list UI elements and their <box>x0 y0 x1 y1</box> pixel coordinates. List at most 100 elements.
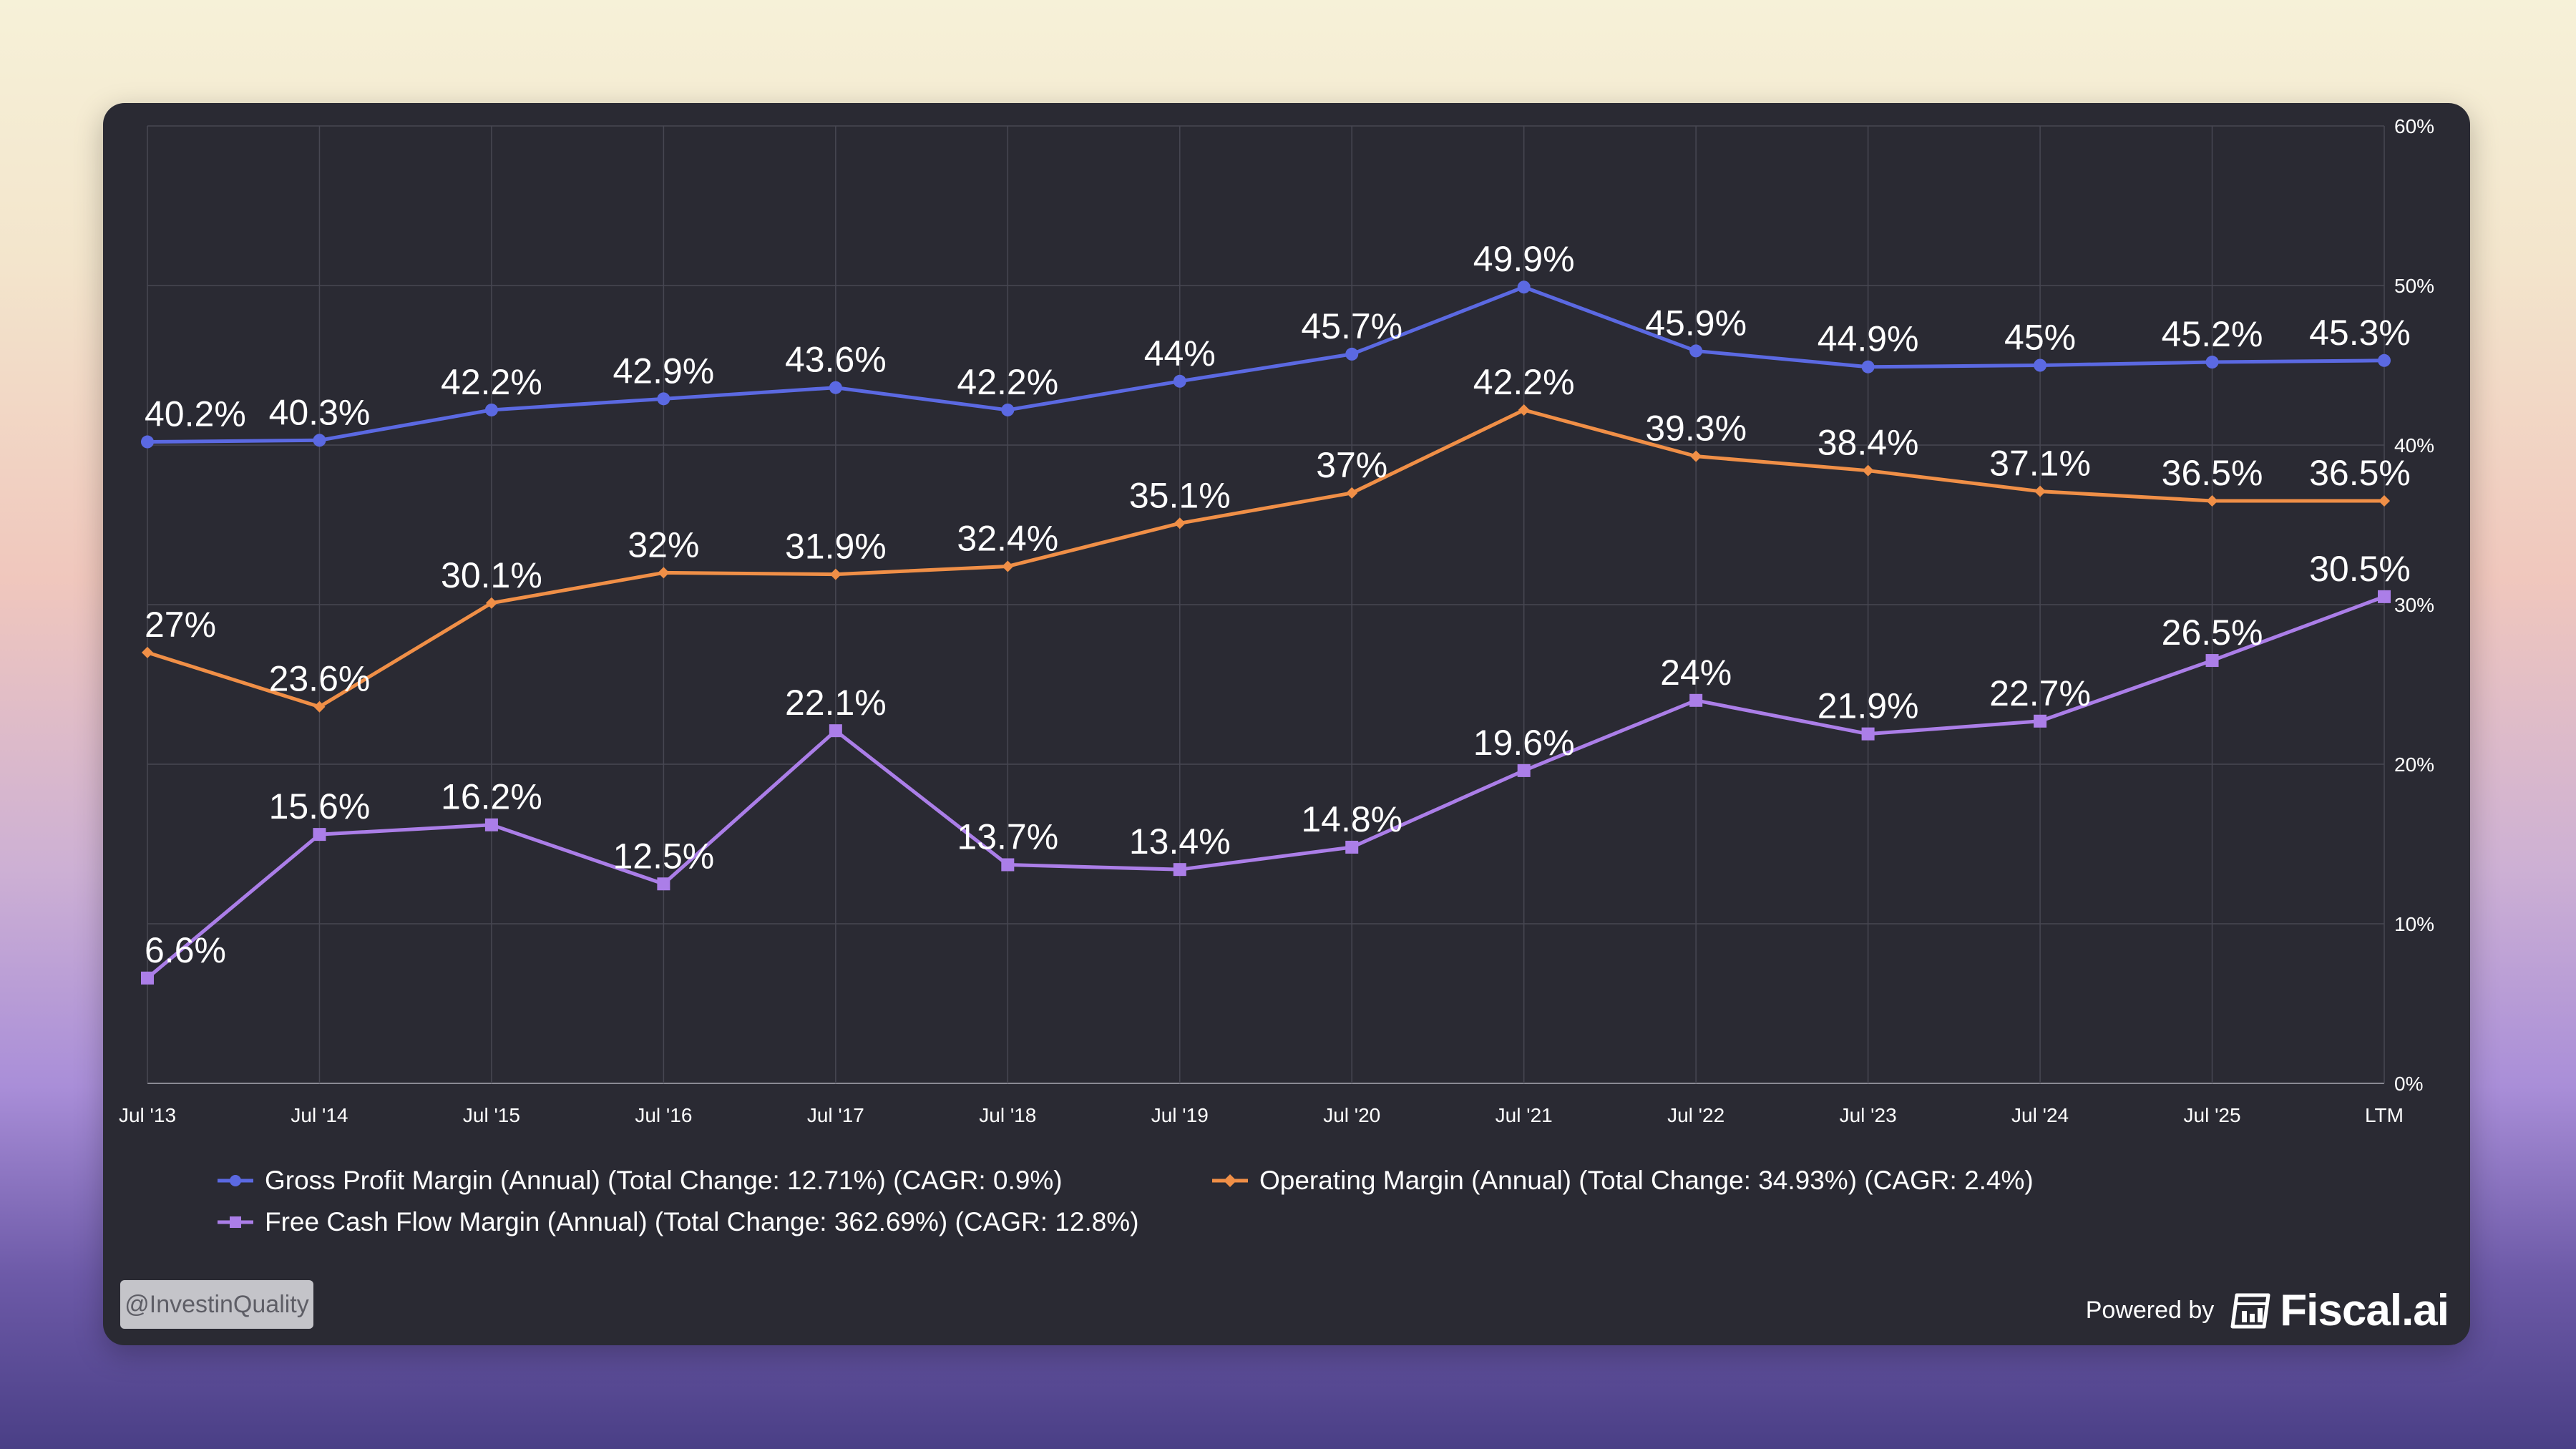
data-label-free-cash-flow-margin: 14.8% <box>1301 799 1402 839</box>
data-point-free-cash-flow-margin <box>1861 727 1875 741</box>
y-tick-label: 30% <box>2394 594 2434 616</box>
data-label-operating-margin: 37.1% <box>1989 444 2091 484</box>
data-point-operating-margin <box>1518 404 1530 416</box>
data-point-operating-margin <box>1174 517 1186 530</box>
data-point-free-cash-flow-margin <box>1689 693 1703 707</box>
data-point-operating-margin <box>829 568 841 580</box>
data-point-gross-profit-margin <box>1345 347 1359 361</box>
data-label-operating-margin: 32% <box>628 525 699 565</box>
data-point-gross-profit-margin <box>1861 360 1875 374</box>
y-tick-label: 60% <box>2394 115 2434 137</box>
series-line-gross-profit-margin <box>147 285 2385 444</box>
data-point-free-cash-flow-margin <box>1001 858 1015 872</box>
data-point-free-cash-flow-margin <box>484 818 498 831</box>
x-tick-label: Jul '18 <box>979 1104 1036 1126</box>
brand-name: Fiscal.ai <box>2280 1286 2449 1335</box>
legend-item-free-cash-flow-margin[interactable]: Free Cash Flow Margin (Annual) (Total Ch… <box>218 1207 1139 1237</box>
data-point-gross-profit-margin <box>1173 374 1186 388</box>
data-label-gross-profit-margin: 40.3% <box>269 392 371 432</box>
powered-by-branding[interactable]: Powered by Fiscal.ai <box>2086 1285 2449 1336</box>
data-label-gross-profit-margin: 44.9% <box>1818 319 1919 359</box>
series-line-free-cash-flow-margin <box>146 595 2385 980</box>
x-tick-label: Jul '16 <box>635 1104 692 1126</box>
data-label-operating-margin: 35.1% <box>1129 475 1231 515</box>
x-tick-label: Jul '20 <box>1323 1104 1380 1126</box>
data-label-free-cash-flow-margin: 24% <box>1660 653 1732 693</box>
y-tick-label: 50% <box>2394 275 2434 297</box>
data-label-free-cash-flow-margin: 13.7% <box>957 816 1058 857</box>
legend-label-fcf: Free Cash Flow Margin (Annual) (Total Ch… <box>265 1207 1139 1236</box>
data-label-free-cash-flow-margin: 16.2% <box>441 777 542 817</box>
data-label-gross-profit-margin: 45.9% <box>1645 303 1747 343</box>
data-label-operating-margin: 37% <box>1316 445 1387 485</box>
x-tick-label: Jul '13 <box>119 1104 176 1126</box>
data-label-free-cash-flow-margin: 15.6% <box>269 786 371 826</box>
data-point-free-cash-flow-margin <box>1517 763 1531 777</box>
legend-item-operating-margin[interactable]: Operating Margin (Annual) (Total Change:… <box>1212 1166 2034 1196</box>
x-tick-label: Jul '21 <box>1496 1104 1553 1126</box>
data-point-operating-margin <box>1002 560 1014 572</box>
data-point-operating-margin <box>2379 495 2390 507</box>
legend-item-gross-profit-margin[interactable]: Gross Profit Margin (Annual) (Total Chan… <box>218 1166 1063 1196</box>
x-tick-label: Jul '15 <box>463 1104 520 1126</box>
data-point-free-cash-flow-margin <box>1173 863 1186 877</box>
x-tick-label: LTM <box>2365 1104 2404 1126</box>
data-label-gross-profit-margin: 42.2% <box>957 362 1058 402</box>
data-point-gross-profit-margin <box>2205 356 2219 369</box>
y-tick-label: 10% <box>2394 913 2434 935</box>
data-label-free-cash-flow-margin: 13.4% <box>1129 821 1231 862</box>
diamond-marker-icon <box>1212 1174 1248 1187</box>
data-label-operating-margin: 27% <box>145 605 216 645</box>
x-tick-label: Jul '23 <box>1840 1104 1897 1126</box>
data-label-gross-profit-margin: 45.3% <box>2309 313 2411 353</box>
x-tick-label: Jul '22 <box>1667 1104 1724 1126</box>
data-label-gross-profit-margin: 45.7% <box>1301 306 1402 346</box>
data-point-operating-margin <box>485 597 497 609</box>
x-tick-label: Jul '14 <box>291 1104 348 1126</box>
data-point-free-cash-flow-margin <box>657 877 670 891</box>
data-label-gross-profit-margin: 45.2% <box>2162 314 2263 354</box>
data-label-operating-margin: 36.5% <box>2162 453 2263 493</box>
data-label-free-cash-flow-margin: 26.5% <box>2162 613 2263 653</box>
y-tick-label: 0% <box>2394 1073 2423 1095</box>
data-point-operating-margin <box>1690 450 1702 462</box>
data-point-operating-margin <box>142 646 153 658</box>
x-tick-label: Jul '24 <box>2011 1104 2069 1126</box>
chart-card: 0% 10% 20% 30% 40% 50% 60% Jul '13 Jul '14 Jul '1… <box>103 103 2470 1345</box>
y-tick-label: 20% <box>2394 753 2434 776</box>
data-label-gross-profit-margin: 44% <box>1144 333 1216 374</box>
data-label-gross-profit-margin: 42.9% <box>613 351 714 391</box>
data-label-operating-margin: 36.5% <box>2309 453 2411 493</box>
x-tick-label: Jul '19 <box>1151 1104 1209 1126</box>
powered-by-label: Powered by <box>2085 1297 2215 1324</box>
fiscal-logo-icon <box>2230 1293 2270 1328</box>
data-label-operating-margin: 38.4% <box>1818 423 1919 463</box>
x-tick-label: Jul '25 <box>2184 1104 2241 1126</box>
data-point-gross-profit-margin <box>1517 280 1531 294</box>
data-label-gross-profit-margin: 40.2% <box>145 394 246 434</box>
legend-label-operating: Operating Margin (Annual) (Total Change:… <box>1259 1166 2034 1195</box>
data-point-gross-profit-margin <box>1001 403 1015 416</box>
data-point-free-cash-flow-margin <box>313 828 326 841</box>
watermark-handle: @InvestinQuality <box>120 1280 313 1329</box>
data-point-operating-margin <box>1862 464 1874 477</box>
data-label-operating-margin: 39.3% <box>1645 409 1747 449</box>
data-point-gross-profit-margin <box>829 381 842 394</box>
data-point-free-cash-flow-margin <box>1345 840 1359 854</box>
data-point-free-cash-flow-margin <box>2378 590 2391 603</box>
data-label-free-cash-flow-margin: 22.7% <box>1989 673 2091 713</box>
data-point-gross-profit-margin <box>657 392 670 406</box>
data-point-operating-margin <box>313 701 326 713</box>
data-label-gross-profit-margin: 43.6% <box>785 340 887 380</box>
chart-canvas: 0% 10% 20% 30% 40% 50% 60% Jul '13 Jul '14 Jul '1… <box>119 115 2434 1126</box>
legend-label-gross: Gross Profit Margin (Annual) (Total Chan… <box>265 1166 1063 1195</box>
data-label-gross-profit-margin: 49.9% <box>1473 239 1575 279</box>
data-label-gross-profit-margin: 42.2% <box>441 362 542 402</box>
data-label-gross-profit-margin: 45% <box>2004 318 2076 358</box>
data-point-gross-profit-margin <box>141 435 154 449</box>
square-marker-icon <box>218 1216 253 1228</box>
data-point-gross-profit-margin <box>1689 344 1703 358</box>
y-tick-label: 40% <box>2394 434 2434 457</box>
data-point-gross-profit-margin <box>2378 353 2391 367</box>
data-label-free-cash-flow-margin: 22.1% <box>785 683 887 723</box>
